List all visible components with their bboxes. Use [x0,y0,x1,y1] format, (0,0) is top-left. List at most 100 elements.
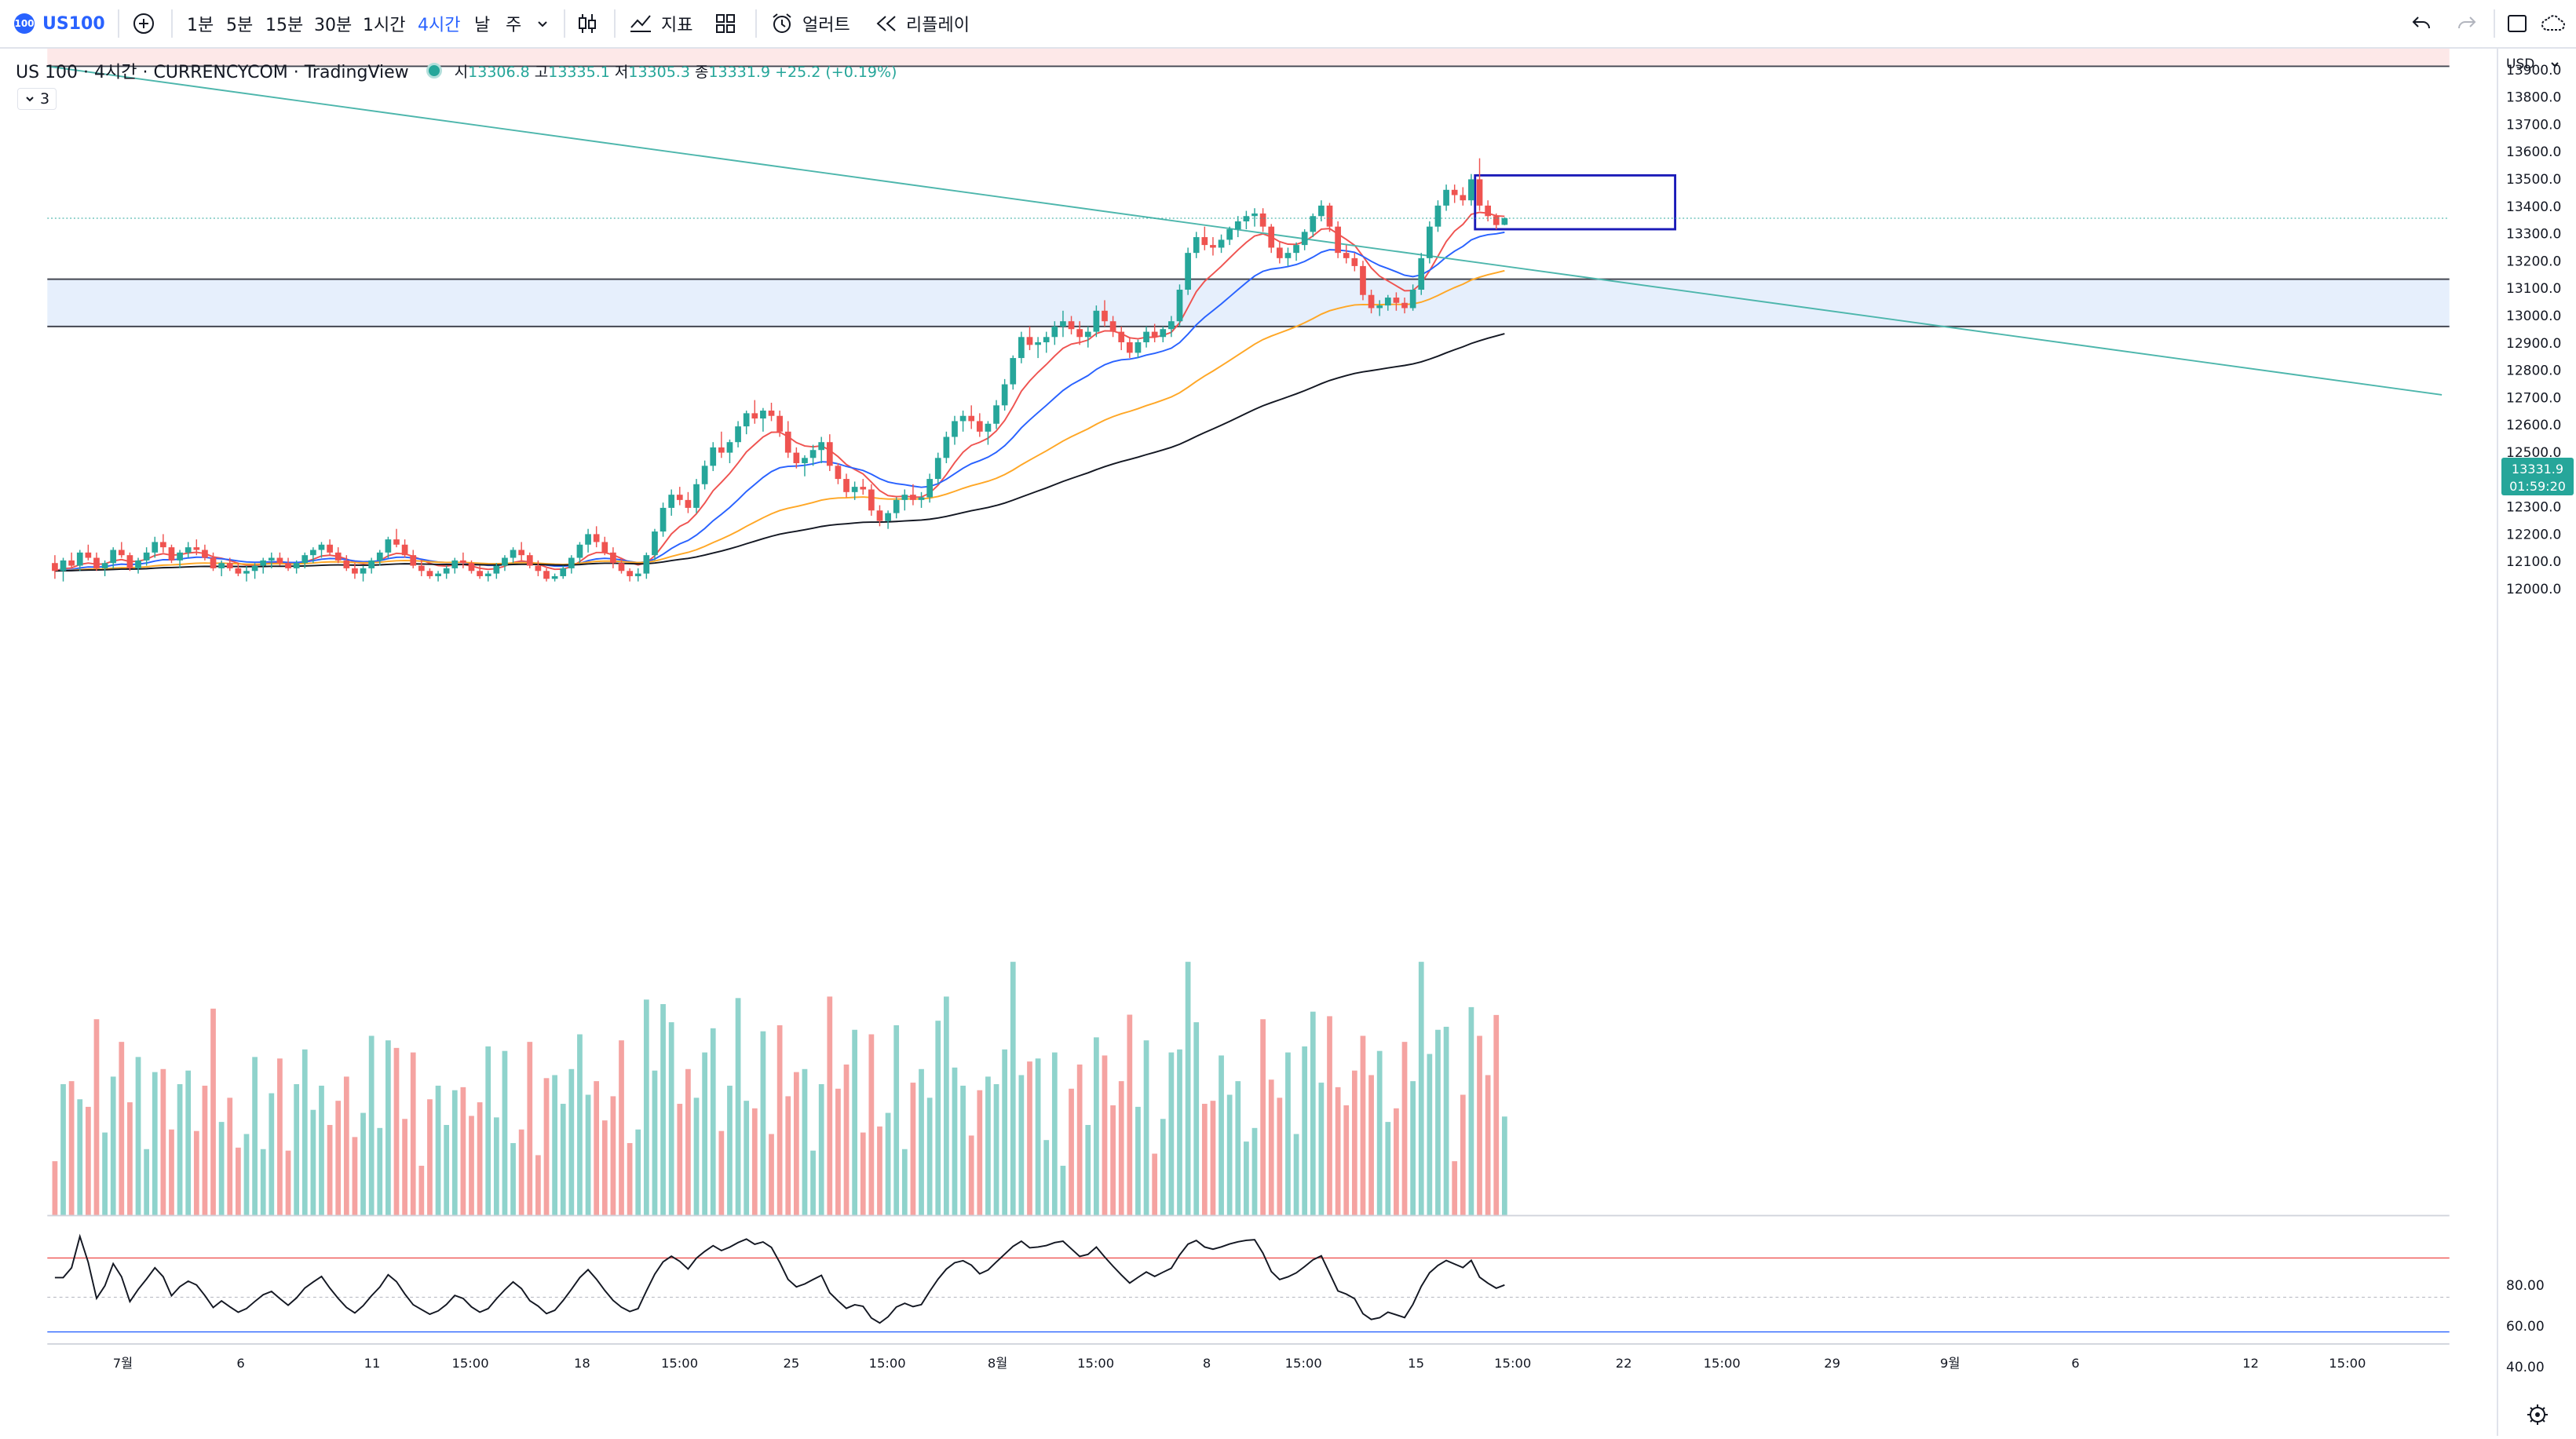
candle[interactable] [526,552,533,568]
candle[interactable] [835,462,842,484]
candle[interactable] [1284,247,1292,266]
candle[interactable] [802,455,808,477]
candle[interactable] [784,421,791,458]
candle[interactable] [1176,284,1183,327]
candle[interactable] [118,542,125,558]
settings-button[interactable] [2527,1404,2548,1425]
candle[interactable] [776,411,783,437]
candle[interactable] [260,557,267,574]
candle[interactable] [1384,294,1391,311]
interval-30m[interactable]: 30분 [314,16,353,35]
candle[interactable] [1168,316,1175,338]
candle[interactable] [1043,331,1050,353]
price-axis[interactable]: USD 14000.0 13900.0 13800.0 13700.0 13600.0 1… [2497,35,2576,1436]
candle[interactable] [1109,316,1116,338]
candle[interactable] [751,400,758,424]
candle[interactable] [352,563,358,579]
candle[interactable] [652,528,658,561]
candle[interactable] [1427,221,1433,264]
candle[interactable] [276,552,283,566]
candle[interactable] [343,555,350,572]
candle[interactable] [1268,224,1275,254]
candle[interactable] [1068,316,1075,334]
candle[interactable] [818,436,825,463]
chart-title[interactable]: US 100 · 4시간 · CURRENCYCOM · TradingView [16,63,409,82]
candle[interactable] [1343,245,1350,264]
candle[interactable] [1326,203,1333,232]
candle[interactable] [160,534,166,553]
candle[interactable] [710,442,717,472]
candle[interactable] [85,544,92,561]
candle[interactable] [668,489,675,516]
candle[interactable] [943,431,950,463]
candle[interactable] [1060,310,1066,338]
candle[interactable] [868,484,875,516]
candle[interactable] [1376,300,1383,316]
candle[interactable] [718,431,725,458]
candle[interactable] [1468,173,1474,206]
resistance-zone[interactable] [47,49,2450,67]
fullscreen-button[interactable] [2506,0,2528,47]
candle[interactable] [310,547,316,564]
candle[interactable] [1226,226,1233,246]
candle[interactable] [468,560,475,574]
interval-day[interactable]: 날 [474,16,491,35]
candle[interactable] [968,405,975,429]
candle[interactable] [627,568,633,582]
candle[interactable] [518,542,525,561]
candle[interactable] [1093,305,1100,338]
candle[interactable] [410,550,417,568]
candle[interactable] [177,550,183,568]
candle[interactable] [1026,326,1033,351]
candle[interactable] [193,539,200,556]
candle[interactable] [268,552,275,568]
candle[interactable] [701,460,708,490]
candle[interactable] [101,560,108,576]
candle[interactable] [1118,326,1125,351]
redo-button[interactable] [2456,0,2478,47]
snapshot-button[interactable] [2541,0,2566,47]
candle[interactable] [418,560,425,576]
chart-type-button[interactable] [576,0,598,47]
candle[interactable] [1368,290,1375,314]
currency-label[interactable]: USD [2506,57,2534,72]
candle[interactable] [910,484,916,506]
candle[interactable] [1310,213,1317,238]
interval-15m[interactable]: 15분 [265,16,304,35]
candle[interactable] [1035,337,1041,359]
candle[interactable] [202,544,208,561]
candle[interactable] [551,573,558,582]
candle[interactable] [1243,210,1250,230]
candle[interactable] [809,444,817,466]
candle[interactable] [1218,234,1225,254]
candle[interactable] [76,550,83,572]
candle[interactable] [1160,326,1167,342]
candle[interactable] [985,421,992,445]
candle[interactable] [952,415,958,445]
candle[interactable] [1201,226,1208,250]
candle[interactable] [593,526,600,548]
compare-symbol-button[interactable] [132,0,155,47]
candle[interactable] [743,411,750,435]
candle[interactable] [52,555,58,579]
candle[interactable] [1434,200,1441,232]
candle[interactable] [1210,237,1216,256]
interval-week[interactable]: 주 [506,16,522,35]
candle[interactable] [510,547,517,564]
candle[interactable] [1501,217,1508,225]
candle[interactable] [876,505,883,527]
support-zone[interactable] [47,279,2450,327]
candle[interactable] [60,557,67,582]
candle[interactable] [401,539,408,558]
candle[interactable] [735,421,741,447]
candle[interactable] [1251,208,1258,227]
candle[interactable] [760,407,766,432]
candle[interactable] [568,555,575,574]
candle[interactable] [535,560,542,576]
candle[interactable] [543,568,550,582]
price-chart[interactable]: 7월 6 11 15:00 18 15:00 25 15:00 8월 15:00 8 15:00 15 1… [0,49,2497,1383]
candle[interactable] [843,473,850,498]
candle[interactable] [110,547,117,568]
candle[interactable] [376,550,383,566]
candle[interactable] [893,497,900,519]
